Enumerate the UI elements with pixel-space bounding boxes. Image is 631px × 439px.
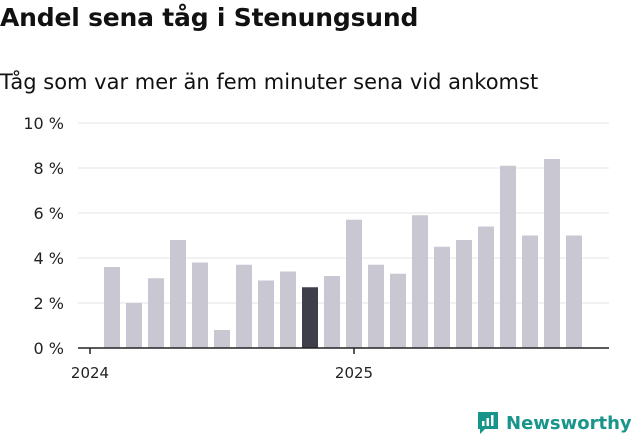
bar bbox=[412, 215, 428, 348]
newsworthy-icon bbox=[478, 412, 498, 434]
bar bbox=[126, 303, 142, 348]
bar bbox=[214, 330, 230, 348]
bar bbox=[522, 235, 538, 348]
bar bbox=[170, 240, 186, 348]
y-tick-label: 4 % bbox=[34, 249, 64, 268]
bar-chart: 0 % 2 % 4 % 6 % 8 % 10 % 2024 2025 bbox=[23, 114, 609, 382]
bar bbox=[302, 287, 318, 348]
brand-name: Newsworthy bbox=[506, 412, 631, 434]
chart-title: Andel sena tåg i Stenungsund bbox=[0, 3, 419, 32]
y-tick-label: 8 % bbox=[34, 159, 64, 178]
bar bbox=[544, 159, 560, 348]
bar bbox=[324, 276, 340, 348]
bar bbox=[148, 278, 164, 348]
chart-subtitle: Tåg som var mer än fem minuter sena vid … bbox=[0, 70, 539, 94]
bar bbox=[500, 165, 516, 348]
bar bbox=[478, 226, 494, 348]
x-tick-label: 2024 bbox=[71, 364, 109, 382]
bar bbox=[280, 271, 296, 348]
bar bbox=[566, 235, 582, 348]
x-tick-label: 2025 bbox=[335, 364, 373, 382]
bar bbox=[236, 264, 252, 348]
bar bbox=[104, 267, 120, 348]
bar bbox=[258, 280, 274, 348]
bar bbox=[456, 240, 472, 348]
bar bbox=[390, 273, 406, 348]
bar bbox=[192, 262, 208, 348]
bar bbox=[434, 246, 450, 348]
y-tick-label: 0 % bbox=[34, 339, 64, 358]
bar bbox=[368, 264, 384, 348]
y-tick-label: 10 % bbox=[23, 114, 64, 133]
y-tick-label: 2 % bbox=[34, 294, 64, 313]
bar bbox=[346, 219, 362, 348]
newsworthy-logo: Newsworthy bbox=[476, 408, 631, 438]
y-tick-label: 6 % bbox=[34, 204, 64, 223]
